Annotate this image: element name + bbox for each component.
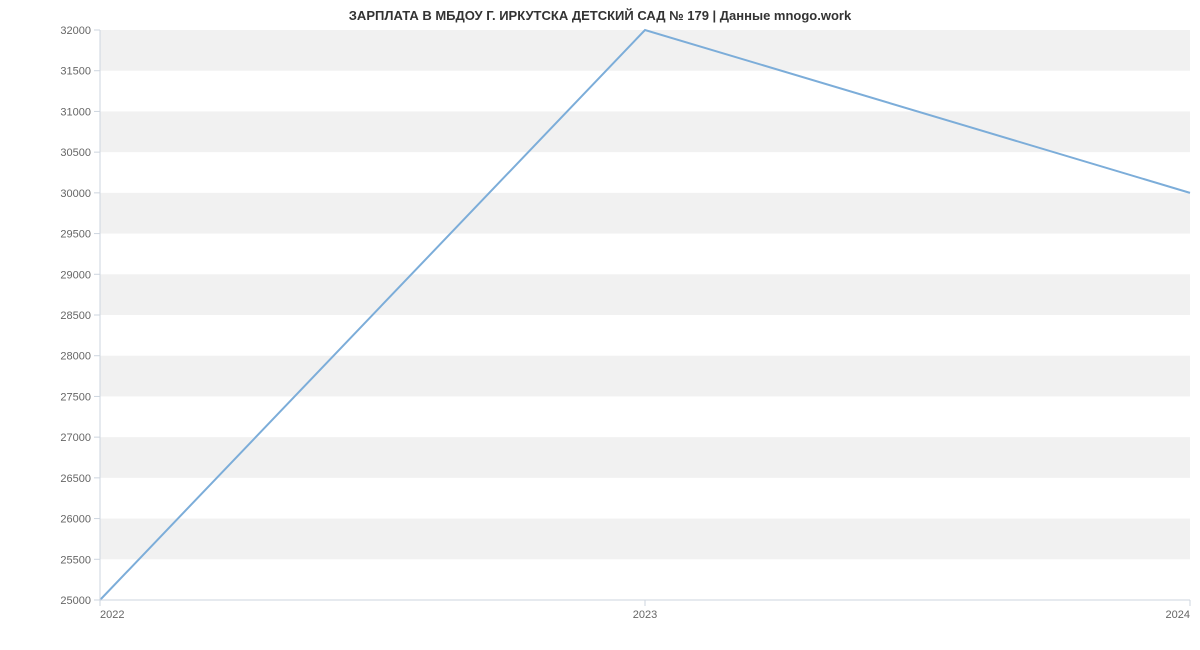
x-tick-label: 2024 (1166, 609, 1190, 621)
y-tick-label: 28000 (60, 351, 91, 363)
salary-line-chart: ЗАРПЛАТА В МБДОУ Г. ИРКУТСКА ДЕТСКИЙ САД… (0, 0, 1200, 650)
plot-band (100, 519, 1190, 560)
plot-band (100, 30, 1190, 71)
plot-band (100, 437, 1190, 478)
plot-band (100, 111, 1190, 152)
y-tick-label: 29500 (60, 229, 91, 241)
y-tick-label: 30500 (60, 147, 91, 159)
y-tick-label: 29000 (60, 269, 91, 281)
x-tick-label: 2022 (100, 609, 124, 621)
chart-svg: 25000 25500 26000 26500 27000 27500 28000 28500… (0, 0, 1200, 650)
y-tick-label: 26000 (60, 514, 91, 526)
y-tick-label: 32000 (60, 25, 91, 37)
plot-band (100, 193, 1190, 234)
plot-band (100, 356, 1190, 397)
y-tick-label: 27500 (60, 391, 91, 403)
y-tick-label: 25500 (60, 554, 91, 566)
x-tick-label: 2023 (633, 609, 657, 621)
y-tick-label: 30000 (60, 188, 91, 200)
y-tick-label: 28500 (60, 310, 91, 322)
y-tick-label: 25000 (60, 595, 91, 607)
plot-band (100, 274, 1190, 315)
y-tick-label: 31000 (60, 106, 91, 118)
y-tick-label: 31500 (60, 66, 91, 78)
y-tick-label: 26500 (60, 473, 91, 485)
y-tick-label: 27000 (60, 432, 91, 444)
